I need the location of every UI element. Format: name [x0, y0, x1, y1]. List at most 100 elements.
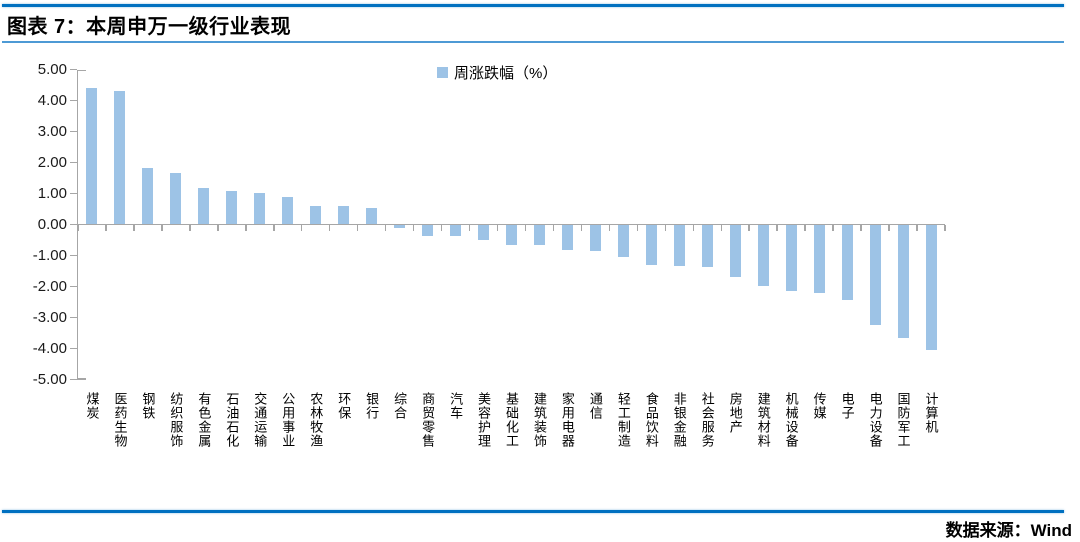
- x-tick: [328, 224, 331, 231]
- bar: [338, 206, 350, 225]
- x-tick: [776, 224, 778, 231]
- x-tick: [860, 224, 862, 231]
- category-label: 有色金属: [196, 392, 212, 448]
- bar: [198, 188, 210, 225]
- bar: [366, 208, 378, 225]
- header-bottom-rule: [2, 41, 1064, 43]
- bar: [673, 224, 685, 267]
- y-tick-label: -4.00: [32, 339, 67, 357]
- bar: [310, 205, 322, 225]
- x-tick: [748, 224, 750, 231]
- y-tick-label: -1.00: [32, 246, 67, 264]
- bar: [506, 224, 517, 245]
- x-tick: [580, 224, 583, 231]
- category-label: 国防军工: [895, 392, 911, 448]
- category-label: 纺织服饰: [168, 392, 184, 448]
- category-label: 医药生物: [112, 392, 128, 448]
- bar: [533, 224, 545, 246]
- x-tick: [77, 224, 79, 231]
- y-tick: [69, 223, 77, 226]
- legend-color-swatch-icon: [437, 67, 448, 78]
- bar: [254, 193, 266, 225]
- category-label: 建筑材料: [755, 392, 771, 448]
- category-label: 家用电器: [559, 392, 575, 448]
- x-tick: [133, 224, 135, 231]
- y-tick: [69, 347, 77, 350]
- y-tick: [69, 99, 77, 102]
- y-tick: [69, 130, 77, 133]
- bar: [114, 91, 126, 225]
- x-tick: [524, 224, 527, 231]
- bar: [841, 224, 853, 300]
- y-tick: [69, 378, 77, 381]
- header-top-rule: [2, 4, 1064, 7]
- x-tick: [189, 224, 191, 231]
- category-label: 环保: [336, 392, 352, 420]
- data-source-note: 数据来源：Wind: [945, 521, 1072, 540]
- x-tick: [273, 224, 275, 231]
- category-label: 石油石化: [224, 392, 240, 448]
- category-label: 基础化工: [504, 392, 519, 448]
- category-label: 电子: [839, 392, 855, 420]
- category-label: 美容护理: [476, 392, 492, 448]
- category-label: 轻工制造: [615, 392, 631, 448]
- x-tick: [105, 224, 107, 231]
- x-tick: [552, 224, 555, 231]
- x-tick: [692, 224, 695, 231]
- x-tick: [664, 224, 667, 231]
- y-tick: [69, 254, 77, 257]
- bar: [813, 224, 825, 293]
- y-tick-label: 2.00: [37, 153, 67, 171]
- x-tick: [636, 224, 639, 231]
- y-tick-label: 4.00: [37, 91, 67, 109]
- bar: [645, 224, 657, 266]
- y-tick: [69, 161, 77, 164]
- category-label: 汽车: [448, 392, 464, 420]
- x-tick: [832, 224, 834, 231]
- bar: [617, 224, 629, 258]
- category-label: 社会服务: [699, 392, 715, 448]
- y-tick-label: 3.00: [37, 122, 67, 140]
- x-tick: [245, 224, 247, 231]
- category-label: 电力设备: [867, 392, 883, 448]
- bar: [170, 173, 182, 225]
- x-tick: [608, 224, 611, 231]
- bar: [757, 224, 769, 286]
- category-label: 建筑装饰: [531, 392, 547, 448]
- category-label: 传媒: [811, 392, 827, 420]
- bar: [422, 224, 434, 236]
- category-label: 房地产: [727, 392, 743, 434]
- y-tick-label: -2.00: [32, 277, 67, 295]
- x-tick: [468, 224, 471, 231]
- category-label: 综合: [392, 392, 408, 420]
- category-label: 银行: [364, 392, 380, 420]
- category-label: 通信: [587, 392, 603, 420]
- category-label: 煤炭: [84, 392, 100, 420]
- y-tick-label: -5.00: [32, 370, 67, 388]
- y-tick: [69, 192, 77, 195]
- bar: [478, 224, 490, 241]
- category-label: 非银金融: [671, 392, 687, 448]
- y-tick-label: 5.00: [37, 60, 67, 78]
- y-axis-bottom-cap: [76, 378, 86, 380]
- x-tick: [412, 224, 415, 231]
- page-title: 图表 7：本周申万一级行业表现: [7, 16, 292, 38]
- category-label: 交通运输: [252, 392, 268, 448]
- legend-label: 周涨跌幅（%）: [454, 65, 558, 82]
- footer-rule: [2, 510, 1064, 513]
- category-label: 公用事业: [280, 392, 296, 448]
- bar: [226, 190, 238, 225]
- x-tick: [356, 224, 359, 231]
- x-tick: [161, 224, 163, 231]
- bar: [561, 224, 573, 250]
- y-tick-label: 0.00: [37, 215, 67, 233]
- category-label: 机械设备: [783, 392, 799, 448]
- bar: [142, 168, 154, 225]
- bar: [925, 224, 937, 351]
- bar: [589, 224, 601, 251]
- y-tick: [69, 316, 77, 319]
- y-tick-label: 1.00: [37, 184, 67, 202]
- y-axis-top-cap: [76, 69, 86, 71]
- x-tick: [720, 224, 722, 231]
